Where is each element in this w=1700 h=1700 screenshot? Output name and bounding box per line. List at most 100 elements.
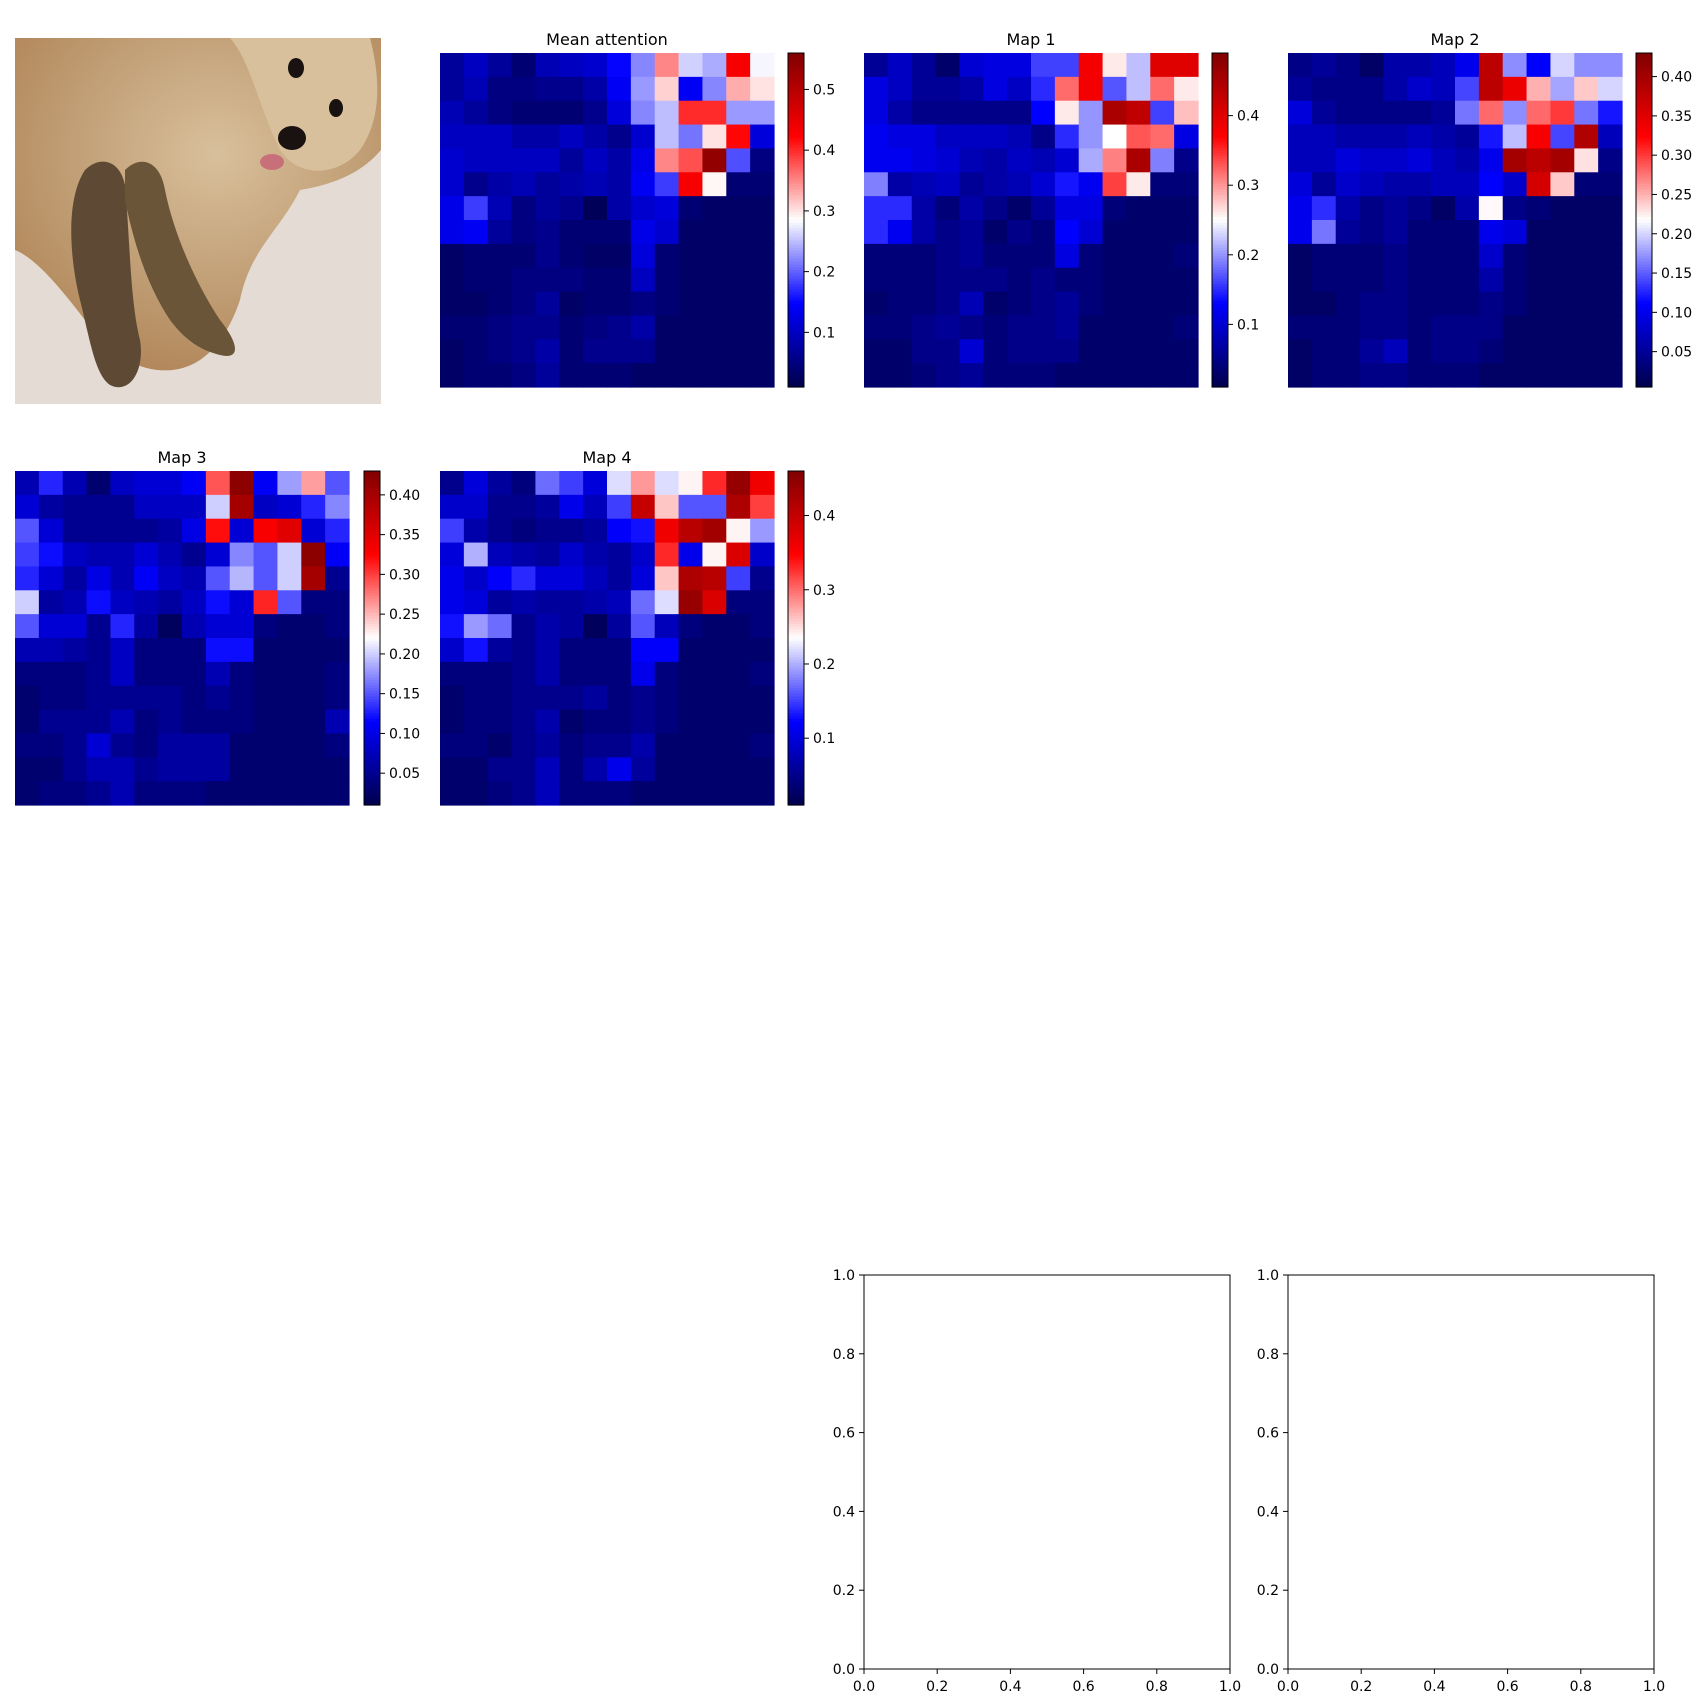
colorbar-segment [1212, 272, 1228, 277]
heatmap-cell [583, 709, 608, 735]
heatmap-cell [301, 566, 326, 591]
heatmap-cell [1311, 53, 1337, 78]
heatmap-cell [887, 339, 913, 364]
heatmap-cell [1288, 53, 1313, 78]
colorbar-segment [788, 707, 804, 711]
colorbar-segment [1636, 295, 1652, 299]
heatmap-cell [750, 267, 775, 293]
colorbar-segment [364, 757, 380, 762]
colorbar-segment [788, 275, 804, 280]
heatmap-cell [1335, 53, 1361, 78]
heatmap-cell [654, 471, 680, 496]
heatmap-cell [86, 781, 112, 806]
colorbar-segment [364, 554, 380, 558]
heatmap-cell [535, 363, 560, 388]
heatmap-cell [1502, 100, 1528, 126]
colorbar-segment [364, 713, 380, 717]
heatmap-cell [463, 518, 489, 544]
heatmap-cell [1007, 124, 1032, 150]
heatmap-cell [1550, 363, 1575, 388]
heatmap-cell [440, 243, 465, 269]
heatmap-cell [726, 733, 751, 758]
heatmap-cell [678, 124, 704, 150]
heatmap-cell [864, 172, 889, 197]
heatmap-cell [1431, 148, 1456, 173]
colorbar-segment [364, 763, 380, 767]
colorbar-segment [1212, 228, 1228, 232]
colorbar-segment [364, 685, 380, 689]
colorbar-segment [788, 507, 804, 511]
heatmap-cell [535, 172, 560, 197]
heatmap-cell [1031, 196, 1056, 221]
colorbar-segment [364, 740, 380, 745]
heatmap-cell [1078, 76, 1104, 102]
colorbar-tick-label: 0.5 [813, 82, 835, 98]
colorbar-segment [364, 526, 380, 531]
heatmap-cell [1431, 243, 1456, 269]
heatmap-cell [559, 196, 584, 221]
heatmap-cell [750, 100, 775, 126]
colorbar-segment [788, 565, 804, 570]
colorbar-segment [1636, 72, 1652, 76]
colorbar-segment [788, 768, 804, 773]
heatmap-cell [440, 566, 465, 591]
colorbar-segment [1212, 220, 1228, 224]
colorbar-segment [788, 740, 804, 745]
heatmap-cell [1054, 76, 1080, 102]
heatmap-cell [1335, 220, 1361, 245]
colorbar-segment [1636, 117, 1652, 121]
heatmap-cell [654, 661, 680, 687]
heatmap-cell [1550, 243, 1575, 269]
heatmap-cell [1598, 220, 1623, 245]
heatmap-cell [463, 638, 489, 663]
heatmap-cell [511, 566, 537, 591]
heatmap-cell [301, 542, 326, 568]
colorbar-segment [788, 311, 804, 316]
heatmap-cell [535, 518, 560, 544]
heatmap-cell [702, 220, 727, 245]
heatmap-cell [463, 590, 489, 615]
heatmap-cell [864, 220, 889, 245]
heatmap-cell [1359, 172, 1385, 197]
colorbar-segment [1212, 336, 1228, 341]
colorbar-segment [1636, 86, 1652, 90]
colorbar-segment [1212, 253, 1228, 257]
heatmap-cell [750, 590, 775, 615]
heatmap-cell [62, 733, 88, 758]
colorbar-segment [1636, 361, 1652, 366]
colorbar-segment [788, 799, 804, 803]
heatmap-cell [726, 76, 751, 102]
heatmap-cell [1455, 124, 1480, 150]
colorbar-segment [1212, 309, 1228, 313]
colorbar-segment [788, 779, 804, 784]
colorbar-segment [1212, 331, 1228, 335]
colorbar-segment [1636, 281, 1652, 285]
heatmap-cell [750, 291, 775, 317]
heatmap-cell [678, 243, 704, 269]
colorbar-segment [788, 144, 804, 149]
colorbar-segment [788, 55, 804, 60]
heatmap-cell [726, 638, 751, 663]
colorbar-segment [1636, 331, 1652, 335]
x-tick-label: 0.8 [1570, 1679, 1592, 1695]
heatmap-cell [654, 148, 680, 173]
heatmap-cell [535, 471, 560, 496]
heatmap-cell [654, 614, 680, 639]
heatmap-cell [1455, 172, 1480, 197]
heatmap-cell [559, 124, 584, 150]
heatmap-cell [62, 685, 88, 711]
heatmap-cell [750, 339, 775, 364]
heatmap-cell [1598, 267, 1623, 293]
heatmap-cell [15, 542, 40, 568]
x-tick-label: 0.2 [1350, 1679, 1372, 1695]
heatmap-cell [1054, 196, 1080, 221]
heatmap-cell [1550, 267, 1575, 293]
colorbar-segment [788, 621, 804, 625]
colorbar-segment [364, 693, 380, 698]
heatmap-cell [15, 614, 40, 639]
heatmap-cell [1550, 315, 1575, 340]
heatmap-cell [511, 363, 537, 388]
heatmap-cell [887, 148, 913, 173]
colorbar-segment [1212, 342, 1228, 346]
heatmap-cell [463, 363, 489, 388]
